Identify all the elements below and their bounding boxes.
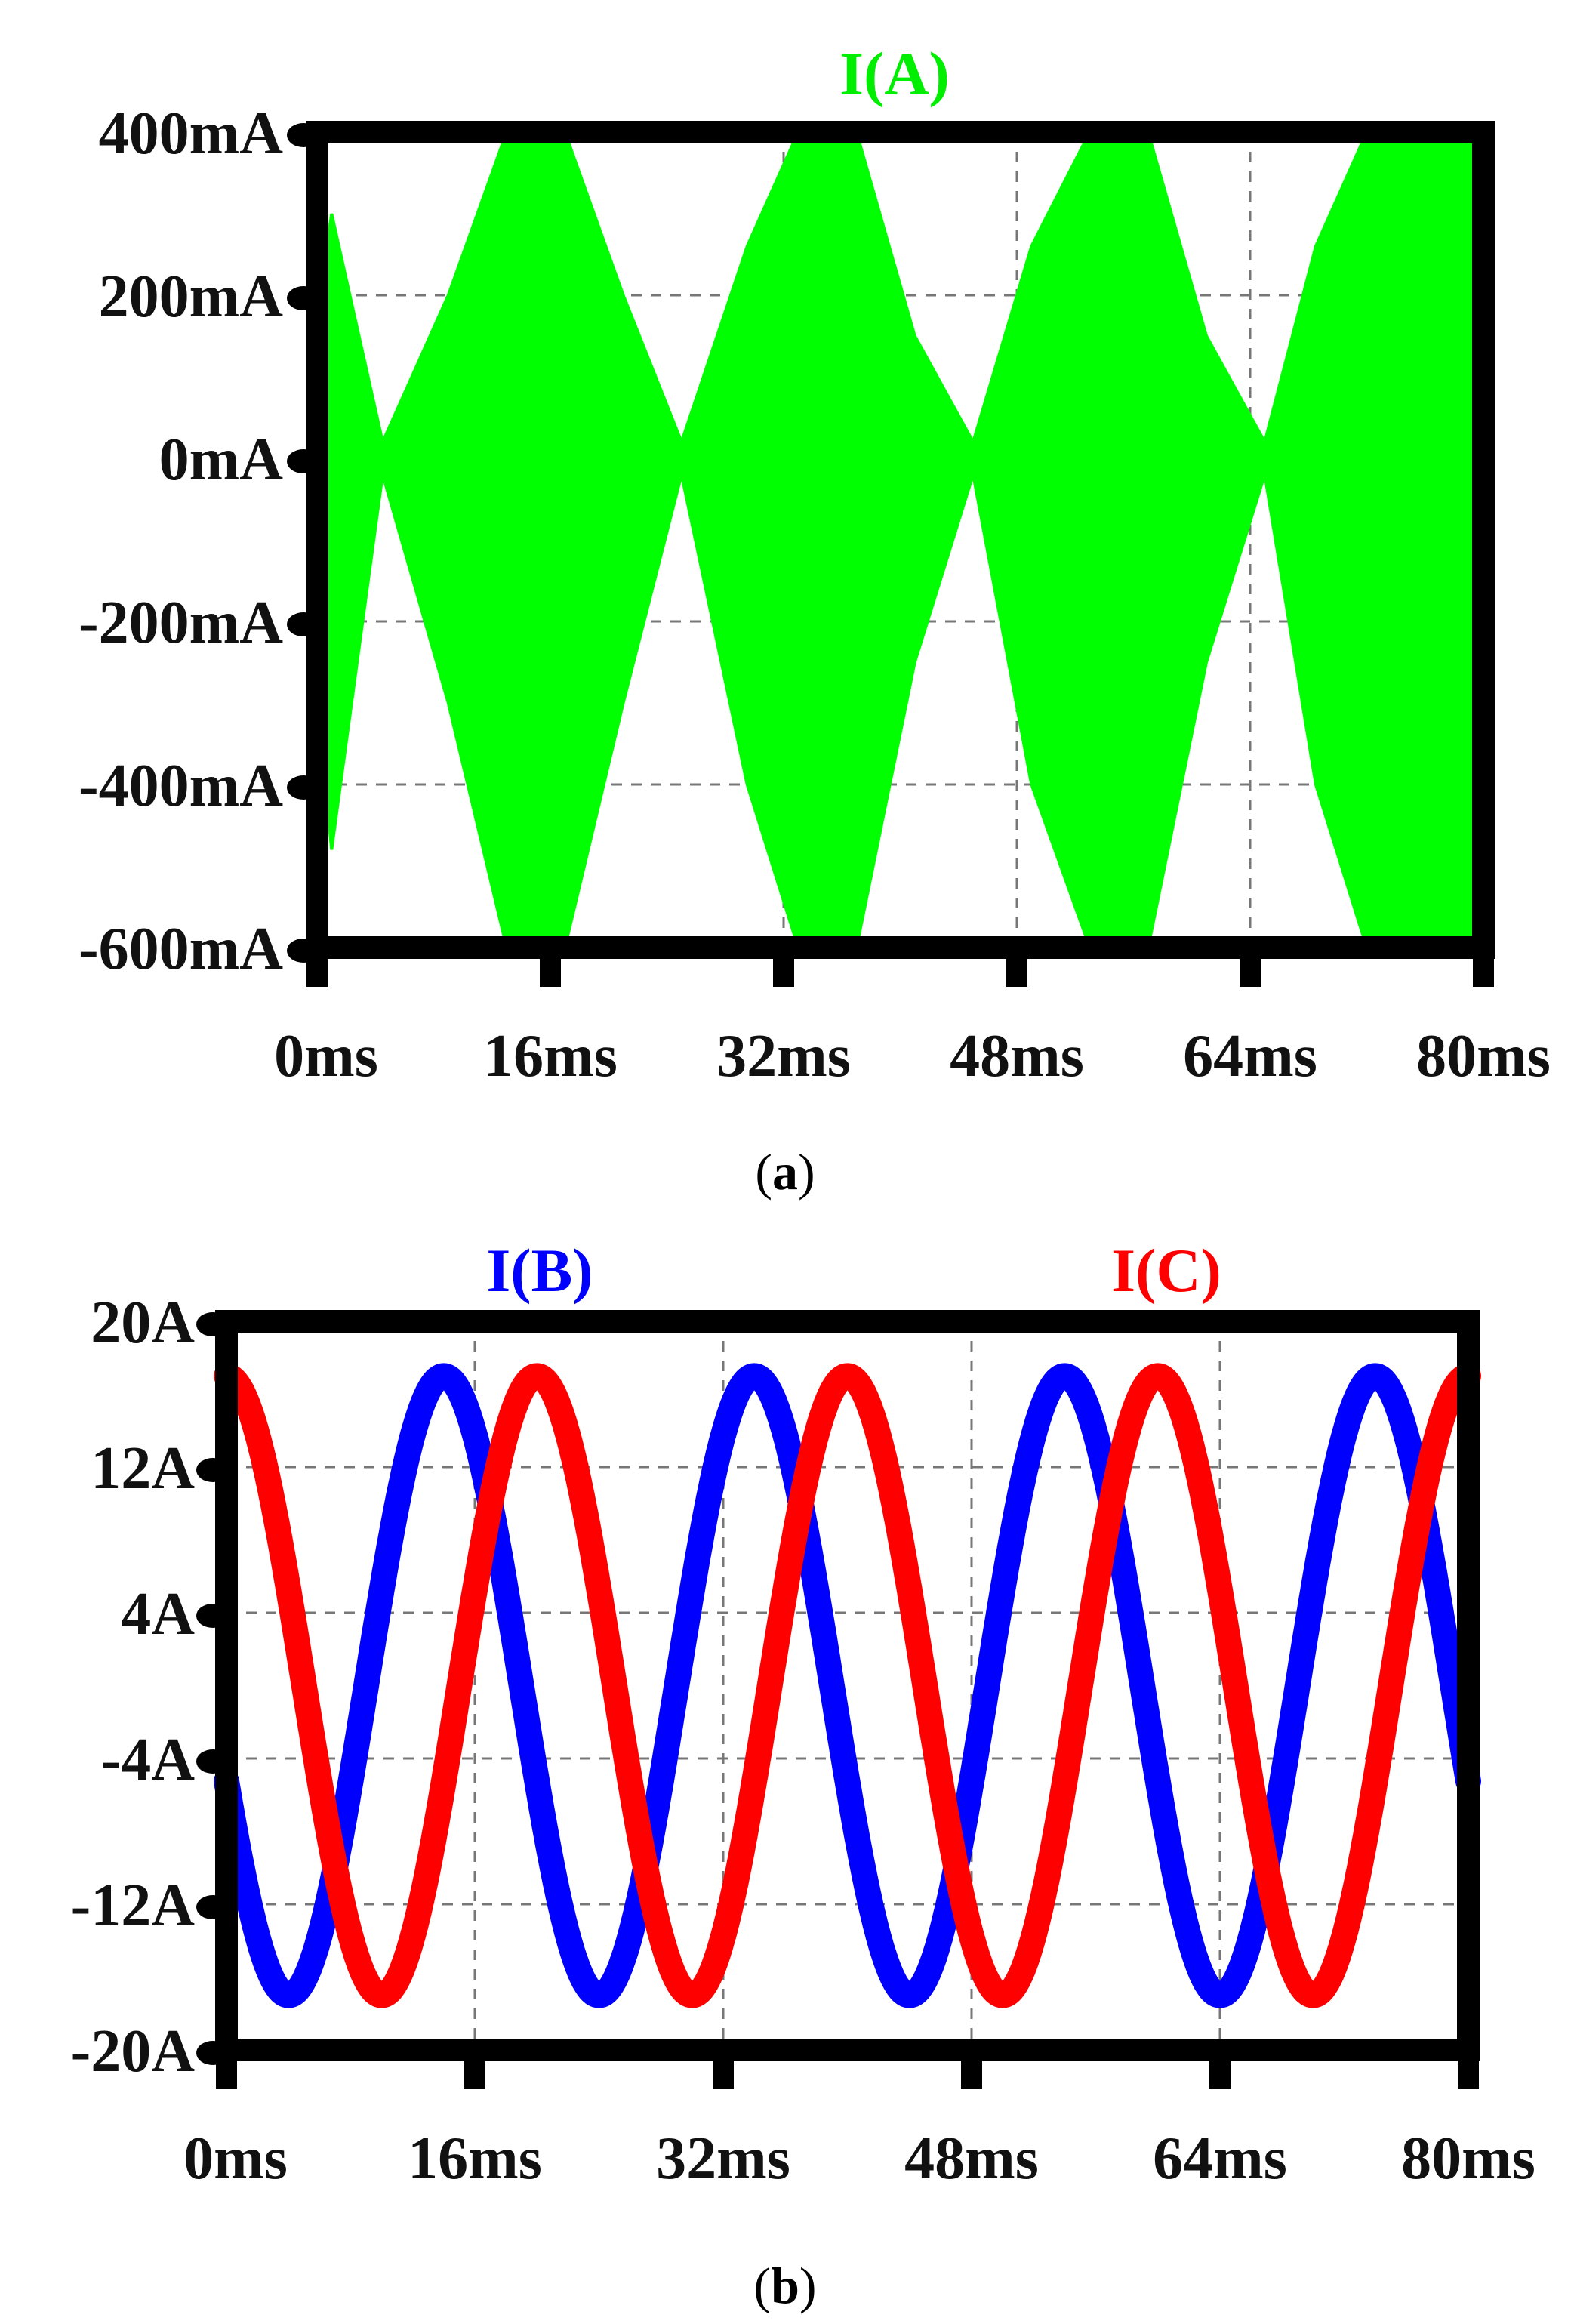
x-tick-label: 48ms: [950, 1023, 1084, 1090]
x-tick-label: 80ms: [1401, 2125, 1535, 2192]
x-tick-labels-a: 0ms 16ms 32ms 48ms 64ms 80ms: [274, 1023, 1551, 1090]
y-tick-mark: [196, 2041, 229, 2065]
x-tick-label: 64ms: [1183, 1023, 1317, 1090]
y-tick-mark: [287, 286, 320, 310]
y-tick-labels-a: 400mA 200mA 0mA -200mA -400mA -600mA: [79, 100, 283, 982]
y-tick-mark: [287, 449, 320, 473]
panel-a: 0ms 16ms 32ms 48ms 64ms 80ms 400mA 200mA 0mA -20…: [79, 39, 1551, 1201]
x-tick-label: 16ms: [408, 2125, 542, 2192]
x-tick-mark: [1240, 948, 1261, 987]
y-tick-label: -12A: [71, 1872, 196, 1939]
y-tick-mark: [196, 1749, 229, 1774]
series-label-ia: I(A): [839, 39, 950, 108]
x-tick-mark: [464, 2050, 485, 2089]
y-tick-label: 400mA: [99, 100, 284, 167]
y-tick-mark: [196, 1604, 229, 1628]
x-tick-label: 0ms: [183, 2125, 288, 2192]
y-tick-label: 200mA: [99, 264, 284, 330]
x-tick-mark: [1006, 948, 1027, 987]
x-tick-labels-b: 0ms 16ms 32ms 48ms 64ms 80ms: [183, 2125, 1535, 2192]
y-tick-mark: [196, 1312, 229, 1336]
x-tick-mark: [773, 948, 794, 987]
x-tick-label: 0ms: [274, 1023, 378, 1090]
x-tick-mark: [1209, 2050, 1231, 2089]
x-tick-mark: [1458, 2050, 1479, 2089]
series-group-b: [214, 1363, 1481, 2008]
x-tick-mark: [540, 948, 561, 987]
y-tick-labels-b: 20A 12A 4A -4A -12A -20A: [71, 1290, 196, 2085]
series-label-ib: I(B): [486, 1236, 593, 1305]
y-tick-mark: [287, 775, 320, 800]
x-tick-label: 64ms: [1153, 2125, 1287, 2192]
caption-b-letter: b: [771, 2257, 799, 2314]
x-tick-mark: [961, 2050, 982, 2089]
series-line-ic: [214, 1363, 1481, 2008]
x-tick-label: 48ms: [904, 2125, 1039, 2192]
x-tick-label: 80ms: [1416, 1023, 1551, 1090]
axis-ticks-b: [196, 1312, 1479, 2089]
caption-b: (b): [753, 2257, 816, 2314]
caption-a-letter: a: [772, 1143, 798, 1201]
plot-frame-a: [306, 121, 1495, 959]
y-tick-label: -400mA: [79, 753, 283, 819]
y-tick-label: -4A: [101, 1727, 196, 1793]
caption-a: (a): [755, 1143, 815, 1201]
panel-b: 0ms 16ms 32ms 48ms 64ms 80ms 20A 12A 4A -4A -12A -…: [71, 1236, 1535, 2314]
x-tick-label: 32ms: [656, 2125, 790, 2192]
y-tick-mark: [196, 1895, 229, 1919]
y-tick-label: 20A: [91, 1290, 195, 1356]
y-tick-mark: [287, 939, 320, 963]
x-tick-label: 16ms: [483, 1023, 618, 1090]
y-tick-label: 12A: [91, 1435, 195, 1502]
y-tick-label: -600mA: [79, 916, 283, 982]
y-tick-mark: [287, 612, 320, 636]
y-tick-mark: [196, 1458, 229, 1482]
x-tick-mark: [1473, 948, 1494, 987]
axis-ticks-a: [287, 123, 1494, 987]
x-tick-mark: [713, 2050, 734, 2089]
x-tick-label: 32ms: [716, 1023, 851, 1090]
series-label-ic: I(C): [1111, 1236, 1221, 1305]
y-tick-label: -20A: [71, 2018, 196, 2085]
y-tick-label: 4A: [121, 1581, 195, 1647]
y-tick-mark: [287, 123, 320, 147]
y-tick-label: -200mA: [79, 590, 283, 656]
plot-frame-b: [215, 1310, 1480, 2061]
y-tick-label: 0mA: [159, 427, 284, 493]
